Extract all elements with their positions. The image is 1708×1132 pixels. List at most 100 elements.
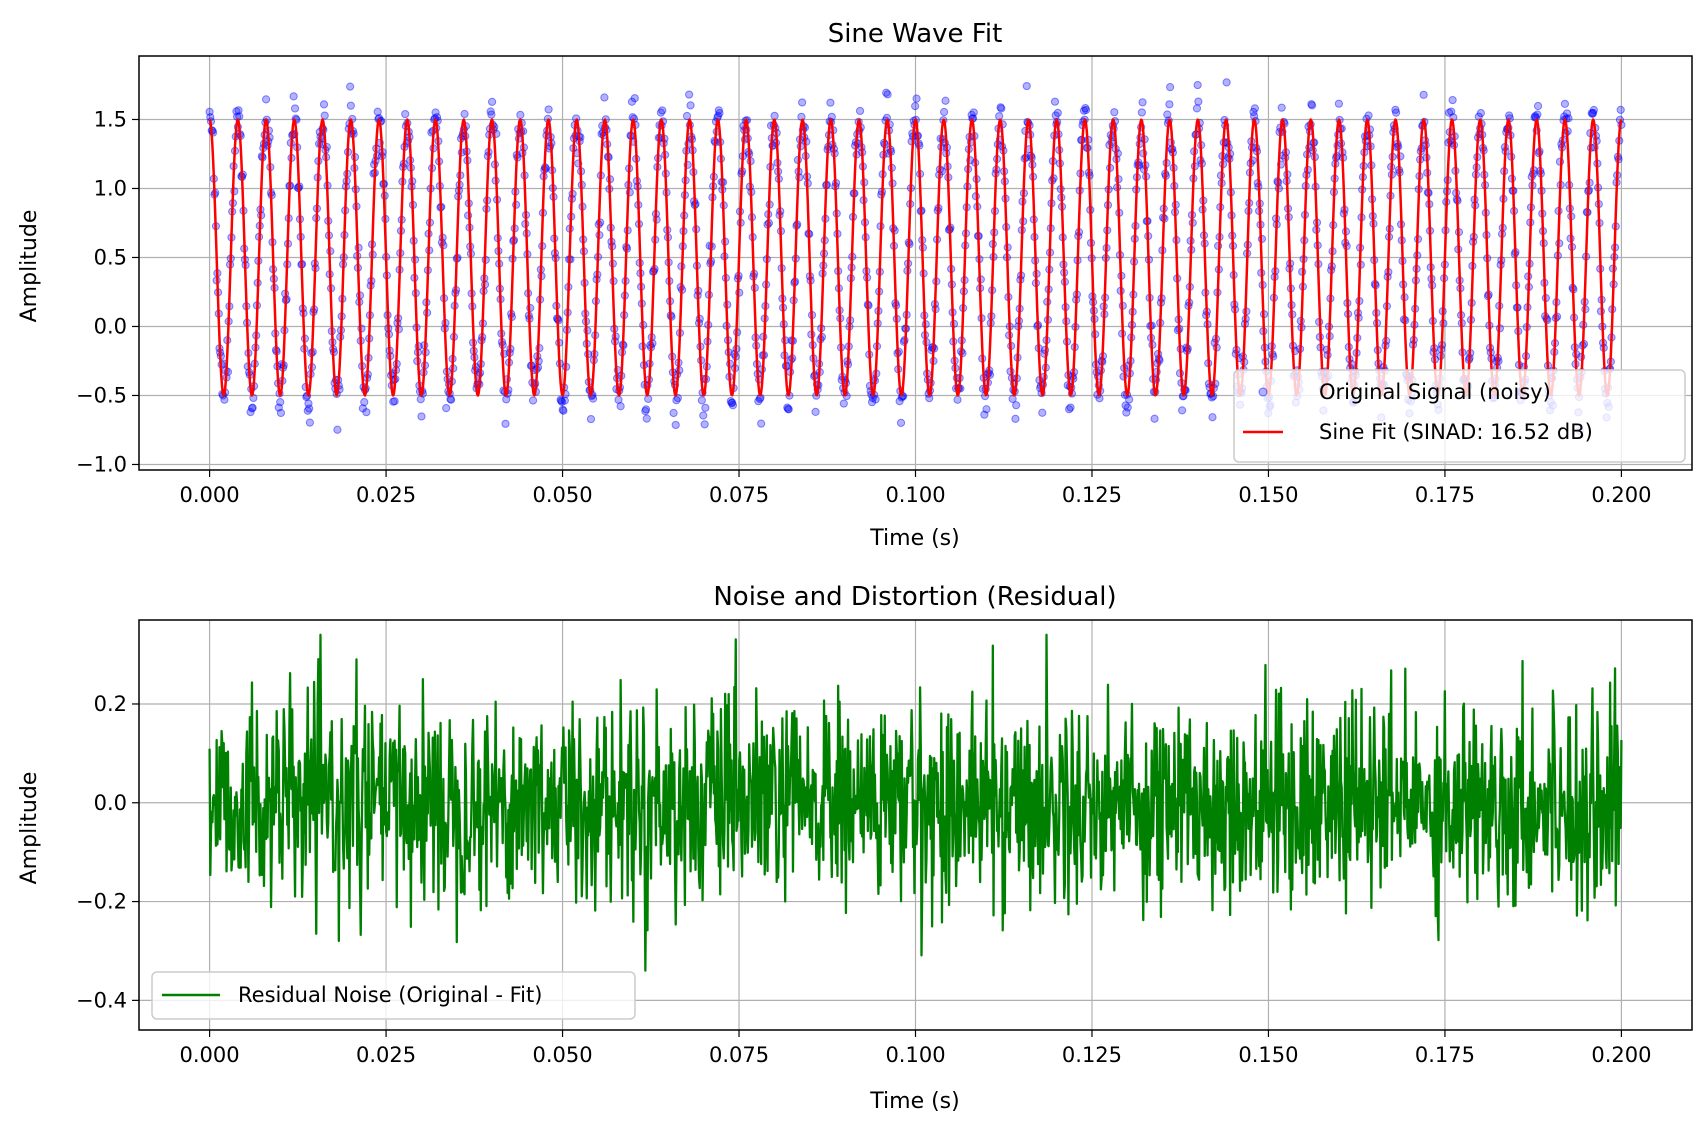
residual-legend: Residual Noise (Original - Fit) <box>151 971 636 1020</box>
signal-point <box>319 100 329 109</box>
signal-point <box>980 410 989 419</box>
signal-point <box>401 109 410 119</box>
signal-point <box>911 101 920 111</box>
signal-point <box>1589 105 1598 115</box>
signal-point <box>855 106 865 116</box>
signal-point <box>697 396 706 405</box>
x-tick-label: 0.025 <box>356 483 416 507</box>
signal-point <box>1166 83 1175 92</box>
x-tick-label: 0.050 <box>532 1043 592 1067</box>
signal-point <box>274 403 283 412</box>
signal-point <box>996 103 1005 112</box>
sine-fit-title: Sine Wave Fit <box>828 19 1003 49</box>
signal-point <box>586 414 596 424</box>
signal-point <box>1138 98 1147 107</box>
signal-point <box>941 96 950 105</box>
signal-point <box>682 111 692 121</box>
signal-point <box>560 396 569 405</box>
signal-point <box>685 90 694 99</box>
signal-point <box>995 112 1004 121</box>
signal-point <box>588 394 598 403</box>
signal-point <box>290 104 300 113</box>
x-tick-label: 0.150 <box>1238 1043 1298 1067</box>
signal-point <box>1250 104 1259 113</box>
signal-point <box>783 404 793 414</box>
signal-point <box>728 401 738 410</box>
signal-point <box>826 98 835 107</box>
signal-point <box>1364 111 1373 120</box>
signal-point <box>1137 108 1146 117</box>
signal-point <box>305 404 314 413</box>
signal-point <box>1533 101 1543 111</box>
signal-point <box>276 408 286 418</box>
signal-point <box>714 106 723 115</box>
signal-point <box>754 397 763 406</box>
signal-point <box>303 406 312 415</box>
signal-point <box>671 420 680 430</box>
signal-point <box>699 411 708 420</box>
signal-point <box>1011 414 1020 423</box>
signal-point <box>644 394 653 404</box>
signal-point <box>839 399 848 408</box>
signal-point <box>1448 95 1457 105</box>
signal-point <box>728 398 737 407</box>
x-tick-label: 0.150 <box>1238 483 1298 507</box>
signal-point <box>248 403 257 412</box>
signal-point <box>1277 103 1286 112</box>
signal-point <box>442 404 451 413</box>
signal-point <box>390 397 399 406</box>
signal-point <box>895 397 904 406</box>
signal-point <box>715 109 724 118</box>
signal-point <box>360 398 369 407</box>
signal-point <box>304 399 313 408</box>
x-tick-label: 0.075 <box>709 1043 769 1067</box>
signal-point <box>641 407 650 416</box>
y-tick-label: 0.0 <box>94 791 127 815</box>
signal-point <box>672 396 681 405</box>
signal-point <box>616 402 625 411</box>
x-tick-label: 0.125 <box>1062 1043 1122 1067</box>
x-tick-label: 0.000 <box>180 1043 240 1067</box>
x-tick-label: 0.175 <box>1415 1043 1475 1067</box>
signal-point <box>1392 108 1401 117</box>
signal-point <box>1038 408 1047 417</box>
signal-point <box>486 107 495 116</box>
signal-point <box>1012 401 1021 410</box>
signal-point <box>447 395 456 404</box>
signal-point <box>641 405 651 414</box>
signal-point <box>557 396 566 405</box>
signal-point <box>305 418 314 427</box>
signal-point <box>969 108 978 117</box>
signal-point <box>1222 78 1231 87</box>
x-tick-label: 0.175 <box>1415 483 1475 507</box>
x-tick-label: 0.100 <box>885 483 945 507</box>
signal-point <box>967 110 976 119</box>
residual-ylabel: Amplitude <box>17 772 42 885</box>
signal-point <box>247 404 257 413</box>
y-tick-label: 0.5 <box>94 245 127 269</box>
sine-fit-chart: 0.000 0.025 0.050 0.075 0.100 0.125 0.150 0.175… <box>17 19 1693 551</box>
signal-point <box>700 420 709 429</box>
signal-point <box>982 405 991 414</box>
signal-point <box>896 418 906 427</box>
signal-point <box>246 407 255 417</box>
signal-point <box>1050 97 1060 106</box>
signal-point <box>798 98 807 107</box>
signal-point <box>346 82 355 91</box>
signal-point <box>1616 105 1625 114</box>
signal-point <box>261 95 271 104</box>
signal-point <box>1123 403 1132 412</box>
y-tick-label: 1.5 <box>94 107 127 131</box>
signal-point <box>460 109 469 119</box>
signal-point <box>883 90 892 99</box>
signal-point <box>1208 413 1217 422</box>
signal-point <box>417 412 426 421</box>
sine-fit-xlabel: Time (s) <box>869 526 959 551</box>
signal-point <box>1192 104 1202 113</box>
signal-point <box>940 107 949 117</box>
signal-point <box>630 94 639 103</box>
signal-point <box>220 395 229 404</box>
signal-point <box>373 107 382 116</box>
signal-point <box>558 405 567 414</box>
